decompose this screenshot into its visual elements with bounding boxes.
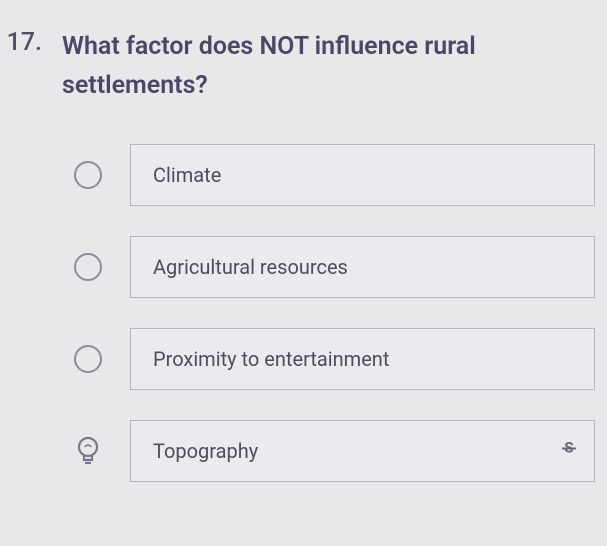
option-row[interactable]: Proximity to entertainment	[74, 328, 595, 390]
options-list: Climate Agricultural resources Proximity…	[0, 126, 607, 482]
question-header: 17. What factor does NOT influence rural…	[0, 0, 607, 126]
option-box[interactable]: Agricultural resources	[130, 236, 595, 298]
option-box[interactable]: Proximity to entertainment	[130, 328, 595, 390]
option-label: Topography	[153, 439, 258, 463]
strikethrough-icon[interactable]: S	[560, 439, 578, 462]
radio-icon[interactable]	[74, 161, 102, 189]
option-box[interactable]: Topography S	[130, 420, 595, 482]
option-label: Agricultural resources	[153, 255, 348, 279]
option-label: Proximity to entertainment	[153, 347, 389, 371]
option-box[interactable]: Climate	[130, 144, 595, 206]
question-number: 17.	[0, 28, 48, 57]
question-text: What factor does NOT influence rural set…	[48, 28, 587, 106]
option-row[interactable]: Agricultural resources	[74, 236, 595, 298]
option-label: Climate	[153, 163, 221, 187]
option-row[interactable]: Climate	[74, 144, 595, 206]
option-row[interactable]: Topography S	[74, 420, 595, 482]
radio-icon[interactable]	[74, 253, 102, 281]
lightbulb-icon[interactable]	[74, 437, 102, 465]
radio-icon[interactable]	[74, 345, 102, 373]
